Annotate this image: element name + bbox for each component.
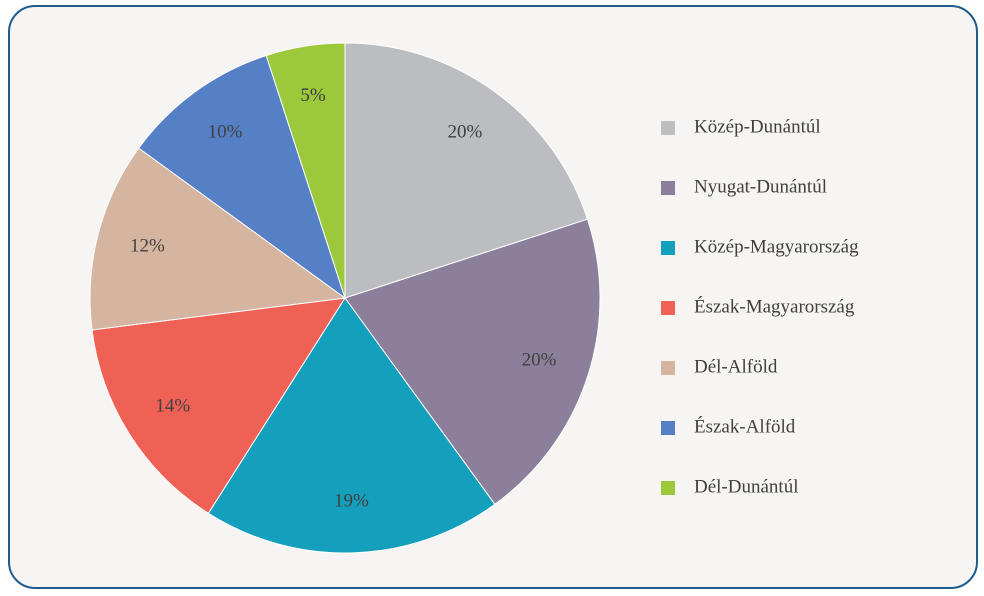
legend-swatch <box>661 481 675 495</box>
pie-slice <box>265 42 346 299</box>
data-label: 10% <box>208 121 243 142</box>
pie-slice <box>138 54 346 300</box>
pie-slice <box>89 147 347 331</box>
pie-slice <box>91 297 346 514</box>
data-label: 14% <box>155 396 190 417</box>
legend-label: Észak-Alföld <box>694 415 796 437</box>
data-label: 12% <box>130 236 165 257</box>
legend-label: Nyugat-Dunántúl <box>694 176 827 197</box>
legend-swatch <box>661 421 675 435</box>
data-label: 19% <box>334 490 369 511</box>
legend-label: Dél-Alföld <box>694 356 778 377</box>
legend-swatch <box>661 121 675 135</box>
legend-label: Dél-Dunántúl <box>694 476 798 497</box>
legend-swatch <box>661 301 675 315</box>
legend-label: Közép-Dunántúl <box>694 116 821 137</box>
pie-slice <box>207 297 496 554</box>
legend-swatch <box>661 361 675 375</box>
data-label: 20% <box>447 121 482 142</box>
legend-label: Észak-Magyarország <box>694 295 855 317</box>
data-label: 5% <box>300 85 326 106</box>
legend-swatch <box>661 181 675 195</box>
pie-slice <box>344 218 601 505</box>
legend-label: Közép-Magyarország <box>694 236 859 257</box>
data-label: 20% <box>522 349 557 370</box>
legend-swatch <box>661 241 675 255</box>
pie-slice <box>344 42 589 299</box>
